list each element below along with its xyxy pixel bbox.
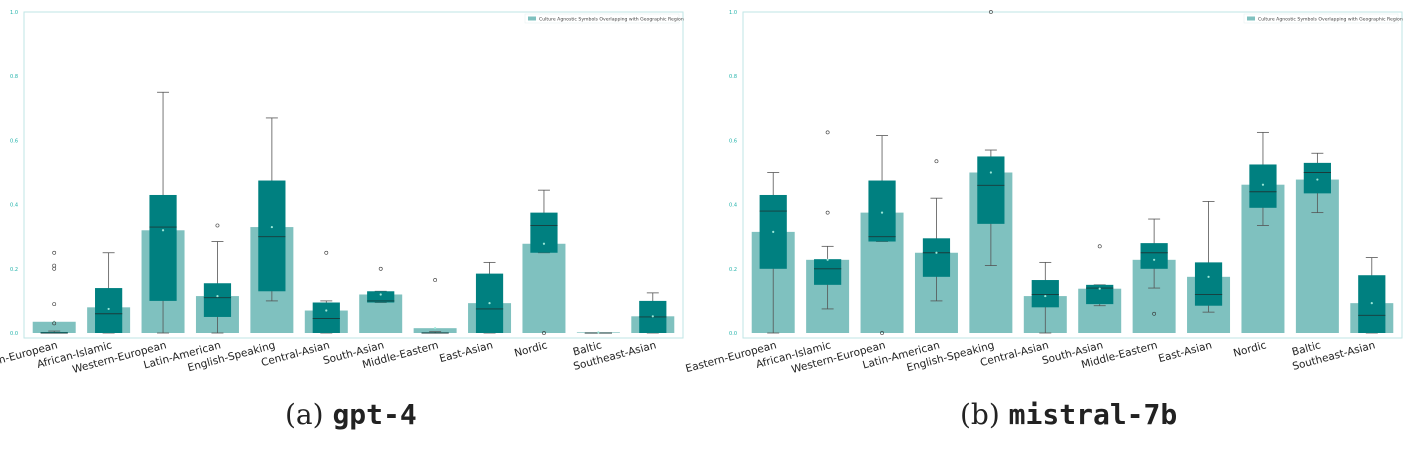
- mean-marker: [597, 331, 600, 334]
- mean-marker: [1316, 178, 1319, 181]
- box-latin-american: [203, 283, 232, 317]
- y-tick-label: 0.8: [10, 74, 18, 80]
- mean-marker: [989, 171, 992, 174]
- box-central-asian: [312, 302, 340, 333]
- caption-b: (b) mistral-7b: [960, 398, 1177, 431]
- mean-marker: [1044, 294, 1047, 298]
- legend-swatch: [528, 16, 536, 21]
- box-african-islamic: [814, 259, 842, 285]
- mean-marker: [1370, 302, 1373, 305]
- caption-a-model: gpt-4: [332, 398, 417, 431]
- mean-marker: [270, 225, 273, 229]
- bar-middle-eastern: [413, 328, 457, 333]
- mean-marker: [434, 327, 437, 330]
- caption-b-prefix: (b): [960, 398, 1009, 431]
- mean-marker: [325, 309, 328, 312]
- caption-a: (a) gpt-4: [285, 398, 417, 431]
- outlier-point: [52, 250, 57, 255]
- mean-marker: [379, 293, 382, 296]
- y-tick-label: 1.0: [10, 10, 18, 16]
- outlier-point: [52, 266, 57, 271]
- mean-marker: [161, 229, 165, 232]
- x-tick-label-east-asian: East-Asian: [1157, 339, 1213, 365]
- legend-box: [1243, 13, 1399, 24]
- legend-label: Culture Agnostic Symbols Overlapping wit…: [539, 16, 684, 22]
- box-latin-american: [922, 238, 951, 277]
- outlier-point: [52, 302, 57, 307]
- outlier-point: [542, 331, 546, 335]
- y-tick-label: 0.6: [10, 138, 18, 144]
- caption-b-model: mistral-7b: [1008, 398, 1178, 431]
- mean-marker: [1153, 258, 1156, 261]
- mean-marker: [772, 230, 775, 233]
- box-western-european: [149, 194, 177, 301]
- outlier-point: [988, 10, 993, 14]
- box-eastern-european: [40, 332, 68, 333]
- figure: 0.00.20.40.60.81.0Eastern-EuropeanAfrica…: [0, 10, 1403, 376]
- outlier-point: [52, 263, 57, 268]
- mean-marker: [826, 258, 829, 261]
- box-western-european: [868, 180, 896, 242]
- y-tick-label: 1.0: [729, 10, 737, 16]
- box-south-asian: [367, 291, 395, 303]
- y-tick-label: 0.0: [10, 331, 18, 337]
- y-tick-label: 0.8: [729, 74, 737, 80]
- box-middle-eastern: [1140, 243, 1168, 269]
- outlier-point: [378, 266, 383, 271]
- outlier-point: [1152, 311, 1157, 316]
- outlier-point: [1097, 244, 1102, 249]
- mean-marker: [1207, 275, 1210, 278]
- mean-marker: [1261, 183, 1265, 186]
- mean-marker: [880, 211, 884, 214]
- chart-panel-mistral-7b: 0.00.20.40.60.81.0Eastern-EuropeanAfrica…: [684, 10, 1402, 376]
- bar-eastern-european: [32, 321, 76, 333]
- box-african-islamic: [95, 288, 123, 333]
- outlier-point: [825, 210, 830, 215]
- box-east-asian: [1194, 262, 1223, 306]
- mean-marker: [1098, 287, 1101, 290]
- chart-panel-gpt-4: 0.00.20.40.60.81.0Eastern-EuropeanAfrica…: [0, 10, 684, 376]
- y-tick-label: 0.4: [729, 203, 737, 209]
- y-tick-label: 0.2: [10, 267, 18, 273]
- outlier-point: [825, 130, 830, 135]
- mean-marker: [651, 315, 654, 318]
- legend-box: [524, 13, 680, 24]
- y-tick-label: 0.6: [729, 138, 737, 144]
- mean-marker: [542, 242, 546, 245]
- caption-a-prefix: (a): [285, 398, 333, 431]
- plot-frame: [23, 11, 684, 339]
- mean-marker: [216, 294, 219, 298]
- outlier-point: [880, 331, 884, 335]
- box-nordic: [530, 212, 558, 253]
- outlier-point: [215, 223, 220, 228]
- y-tick-label: 0.2: [729, 267, 737, 273]
- y-tick-label: 0.0: [729, 331, 737, 337]
- box-south-asian: [1086, 284, 1114, 305]
- legend-swatch: [1247, 16, 1255, 21]
- outlier-point: [324, 250, 329, 255]
- x-tick-label-east-asian: East-Asian: [438, 339, 494, 365]
- mean-marker: [935, 251, 938, 254]
- x-tick-label-nordic: Nordic: [513, 339, 549, 359]
- outlier-point: [934, 159, 939, 164]
- y-tick-label: 0.4: [10, 203, 18, 209]
- box-english-speaking: [977, 156, 1005, 224]
- box-baltic: [1303, 162, 1331, 194]
- box-central-asian: [1031, 280, 1059, 308]
- box-nordic: [1249, 164, 1277, 208]
- outlier-point: [52, 321, 57, 326]
- box-english-speaking: [258, 180, 286, 292]
- bar-nordic: [522, 243, 566, 333]
- plot-frame: [742, 11, 1403, 339]
- mean-marker: [488, 302, 491, 305]
- x-tick-label-nordic: Nordic: [1232, 339, 1268, 359]
- outlier-point: [433, 278, 438, 282]
- legend-label: Culture Agnostic Symbols Overlapping wit…: [1258, 16, 1403, 22]
- mean-marker: [107, 307, 110, 311]
